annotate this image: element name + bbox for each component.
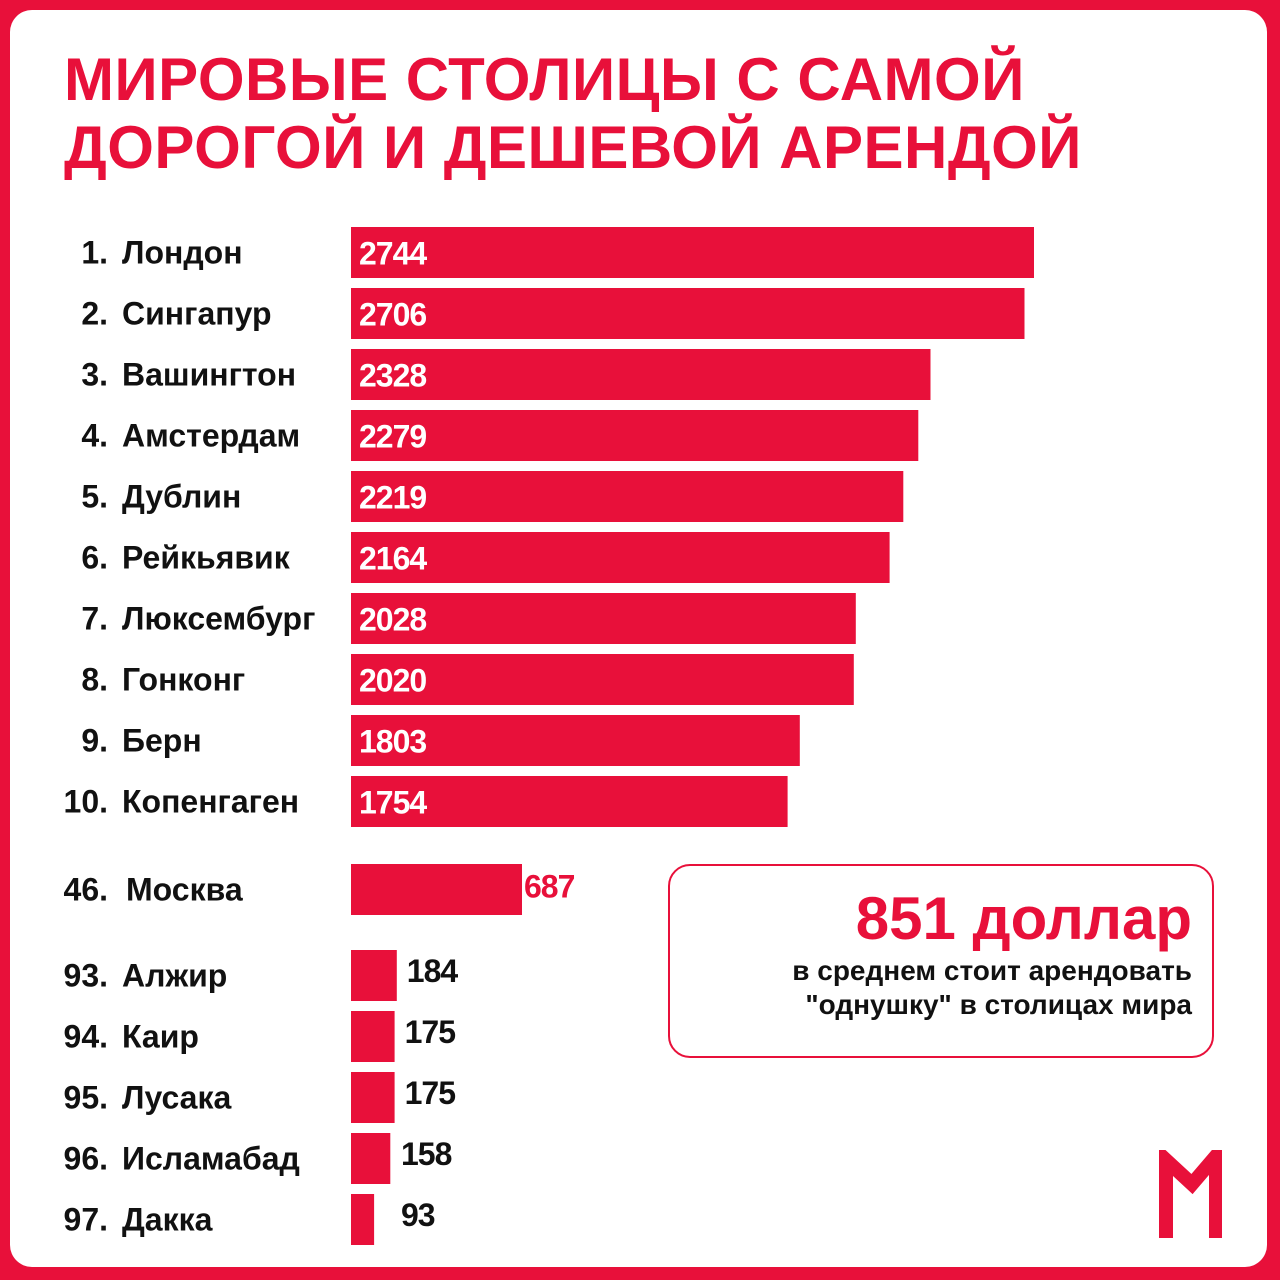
city-label: Амстердам [122,418,300,454]
bar-10 [351,776,788,827]
bar-5 [351,471,904,522]
average-rent-value: 851 доллар [855,885,1192,952]
bar-46 [351,864,522,915]
bar-value-label: 1754 [359,785,427,821]
title-line-2: ДОРОГОЙ И ДЕШЕВОЙ АРЕНДОЙ [64,114,1082,181]
city-label: Каир [122,1019,199,1055]
m-logo-icon [1159,1150,1222,1238]
rank-label: 8. [81,662,108,698]
bar-7 [351,593,856,644]
bar-value-label: 93 [401,1197,435,1233]
rank-label: 4. [81,418,108,454]
rank-label: 7. [81,601,108,637]
bar-value-label: 175 [405,1014,456,1050]
bar-value-label: 2028 [359,602,426,638]
bar-value-label: 184 [407,953,459,989]
average-rent-caption-2: "однушку" в столицах мира [805,989,1192,1020]
rank-label: 6. [81,540,108,576]
rank-label: 2. [81,296,108,332]
rank-label: 94. [64,1019,108,1055]
rank-label: 97. [64,1202,108,1238]
bar-value-label: 2020 [359,663,426,699]
city-label: Лусака [122,1080,231,1116]
city-label: Копенгаген [122,784,299,820]
bar-value-label: 2279 [359,419,426,455]
bar-94 [351,1011,395,1062]
bar-93 [351,950,397,1001]
city-label: Дублин [122,479,241,515]
rank-label: 10. [64,784,108,820]
bar-value-label: 1803 [359,724,426,760]
city-label: Берн [122,723,202,759]
bar-97 [351,1194,375,1245]
city-label: Лондон [122,235,243,271]
rank-label: 46. [64,872,108,908]
bar-8 [351,654,854,705]
average-rent-callout: 851 доллар в среднем стоит арендовать "о… [668,864,1214,1058]
city-label: Люксембург [122,601,315,637]
rank-label: 1. [81,235,108,271]
city-label: Москва [126,872,243,908]
bar-1 [351,227,1034,278]
bar-95 [351,1072,395,1123]
city-label: Исламабад [122,1141,300,1177]
bar-value-label: 2706 [359,297,426,333]
city-label: Дакка [122,1202,213,1238]
bar-value-label: 2164 [359,541,427,577]
bar-value-label: 2744 [359,236,427,272]
city-label: Гонконг [122,662,245,698]
rank-label: 96. [64,1141,108,1177]
bar-2 [351,288,1025,339]
bar-value-label: 2328 [359,358,426,394]
bar-96 [351,1133,391,1184]
city-label: Сингапур [122,296,271,332]
page-title: МИРОВЫЕ СТОЛИЦЫ С САМОЙ ДОРОГОЙ И ДЕШЕВО… [64,46,1214,182]
title-line-1: МИРОВЫЕ СТОЛИЦЫ С САМОЙ [64,46,1025,113]
bar-9 [351,715,800,766]
bar-4 [351,410,919,461]
bar-value-label: 2219 [359,480,426,516]
rank-label: 5. [81,479,108,515]
city-label: Вашингтон [122,357,296,393]
bar-value-label: 175 [405,1075,456,1111]
average-rent-caption-1: в среднем стоит арендовать [792,955,1192,986]
bar-6 [351,532,890,583]
bar-value-label: 687 [524,869,575,905]
rank-label: 95. [64,1080,108,1116]
city-label: Алжир [122,958,227,994]
rank-label: 3. [81,357,108,393]
rank-label: 93. [64,958,108,994]
city-label: Рейкьявик [122,540,291,576]
rank-label: 9. [81,723,108,759]
bar-value-label: 158 [401,1136,452,1172]
bar-3 [351,349,931,400]
